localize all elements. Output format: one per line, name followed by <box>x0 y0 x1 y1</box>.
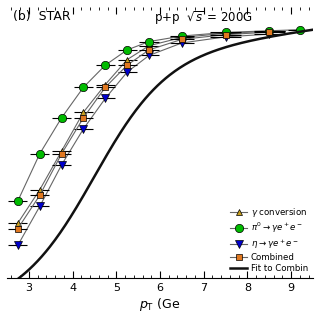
Text: p+p  $\sqrt{s}$ = 200G: p+p $\sqrt{s}$ = 200G <box>154 10 252 28</box>
Legend: $\gamma$ conversion, $\pi^0 \to \gamma e^+e^-$, $\eta \to \gamma e^+e^-$, Combin: $\gamma$ conversion, $\pi^0 \to \gamma e… <box>229 205 309 274</box>
X-axis label: $p_{\mathrm{T}}$ (Ge: $p_{\mathrm{T}}$ (Ge <box>139 296 181 313</box>
Text: (b)  STAR: (b) STAR <box>13 10 71 23</box>
